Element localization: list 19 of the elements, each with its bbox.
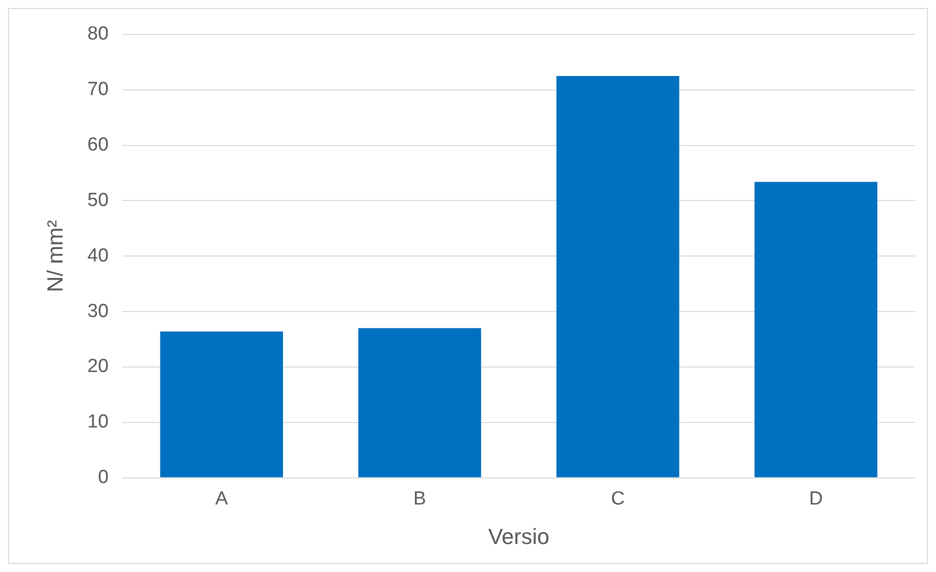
y-tick-label: 50: [87, 190, 109, 211]
bar: [160, 331, 284, 478]
y-tick-label: 20: [87, 356, 109, 378]
bar: [358, 328, 482, 478]
x-tick-label: A: [215, 488, 228, 510]
y-tick-label: 10: [87, 412, 109, 433]
x-tick-label: C: [610, 488, 625, 510]
bar: [556, 76, 680, 478]
y-tick-label: 80: [87, 24, 109, 45]
y-tick-label: 0: [98, 467, 109, 488]
y-tick-label: 60: [87, 134, 109, 156]
y-tick-label: 70: [87, 79, 109, 100]
x-axis-title: Versio: [488, 524, 550, 549]
y-axis-title: N/ mm²: [42, 220, 68, 292]
y-tick-label: 30: [87, 300, 109, 322]
x-tick-label: B: [413, 488, 426, 510]
bar: [754, 182, 878, 478]
x-tick-label: D: [809, 488, 823, 510]
y-tick-label: 40: [87, 245, 109, 266]
